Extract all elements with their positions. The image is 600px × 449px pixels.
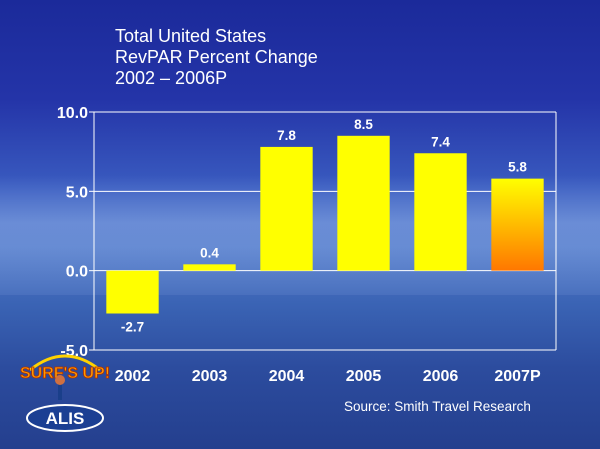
logo-text-top: SURF'S UP! [20, 365, 110, 382]
bar-2002 [106, 270, 159, 314]
title-line-2: RevPAR Percent Change [115, 47, 318, 67]
x-tick-label-2005: 2005 [346, 368, 382, 385]
data-label-2006: 7.4 [431, 134, 450, 149]
x-tick-label-2002: 2002 [115, 368, 151, 385]
bar-2006 [414, 153, 467, 271]
title-line-3: 2002 – 2006P [115, 68, 228, 88]
bar-2005 [337, 135, 390, 271]
data-label-2002: -2.7 [121, 320, 144, 335]
data-label-2005: 8.5 [354, 117, 373, 132]
x-tick-label-2004: 2004 [269, 368, 305, 385]
source-note: Source: Smith Travel Research [344, 399, 531, 414]
bar-2007P [491, 178, 544, 271]
x-tick-label-2006: 2006 [423, 368, 459, 385]
y-tick-label: 5.0 [66, 184, 88, 201]
bar-2003 [183, 264, 236, 271]
data-label-2007P: 5.8 [508, 160, 527, 175]
chart-title: Total United States RevPAR Percent Chang… [115, 26, 318, 89]
x-tick-label-2003: 2003 [192, 368, 228, 385]
data-label-2004: 7.8 [277, 128, 296, 143]
data-label-2003: 0.4 [200, 245, 219, 260]
bar-2004 [260, 146, 313, 271]
y-tick-label: 0.0 [66, 264, 88, 281]
title-line-1: Total United States [115, 26, 267, 46]
y-tick-label: 10.0 [57, 105, 88, 122]
surfs-up-logo: SURF'S UP! ALIS [20, 354, 110, 432]
x-tick-label-2007P: 2007P [494, 368, 541, 385]
logo-text-bottom: ALIS [46, 409, 85, 428]
